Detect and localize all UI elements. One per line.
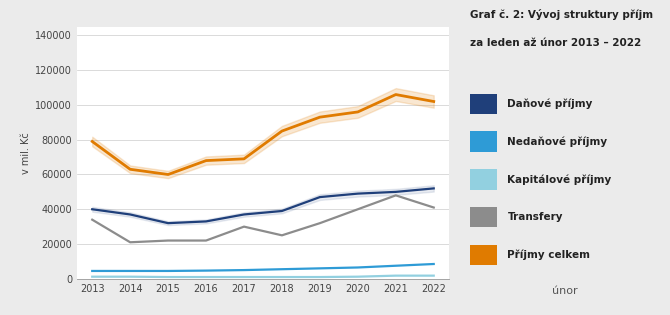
- Text: Daňové příjmy: Daňové příjmy: [507, 99, 593, 109]
- FancyBboxPatch shape: [470, 94, 497, 114]
- Text: Kapitálové příjmy: Kapitálové příjmy: [507, 174, 612, 185]
- Text: Nedaňové příjmy: Nedaňové příjmy: [507, 136, 608, 147]
- Text: Příjmy celkem: Příjmy celkem: [507, 250, 590, 261]
- FancyBboxPatch shape: [470, 131, 497, 152]
- FancyBboxPatch shape: [470, 207, 497, 227]
- Text: únor: únor: [551, 286, 578, 296]
- Text: Graf č. 2: Vývoj struktury příjm: Graf č. 2: Vývoj struktury příjm: [470, 9, 653, 20]
- Text: Transfery: Transfery: [507, 212, 563, 222]
- Y-axis label: v mil. Kč: v mil. Kč: [21, 132, 31, 174]
- FancyBboxPatch shape: [470, 245, 497, 265]
- FancyBboxPatch shape: [470, 169, 497, 190]
- Text: za leden až únor 2013 – 2022: za leden až únor 2013 – 2022: [470, 38, 641, 48]
